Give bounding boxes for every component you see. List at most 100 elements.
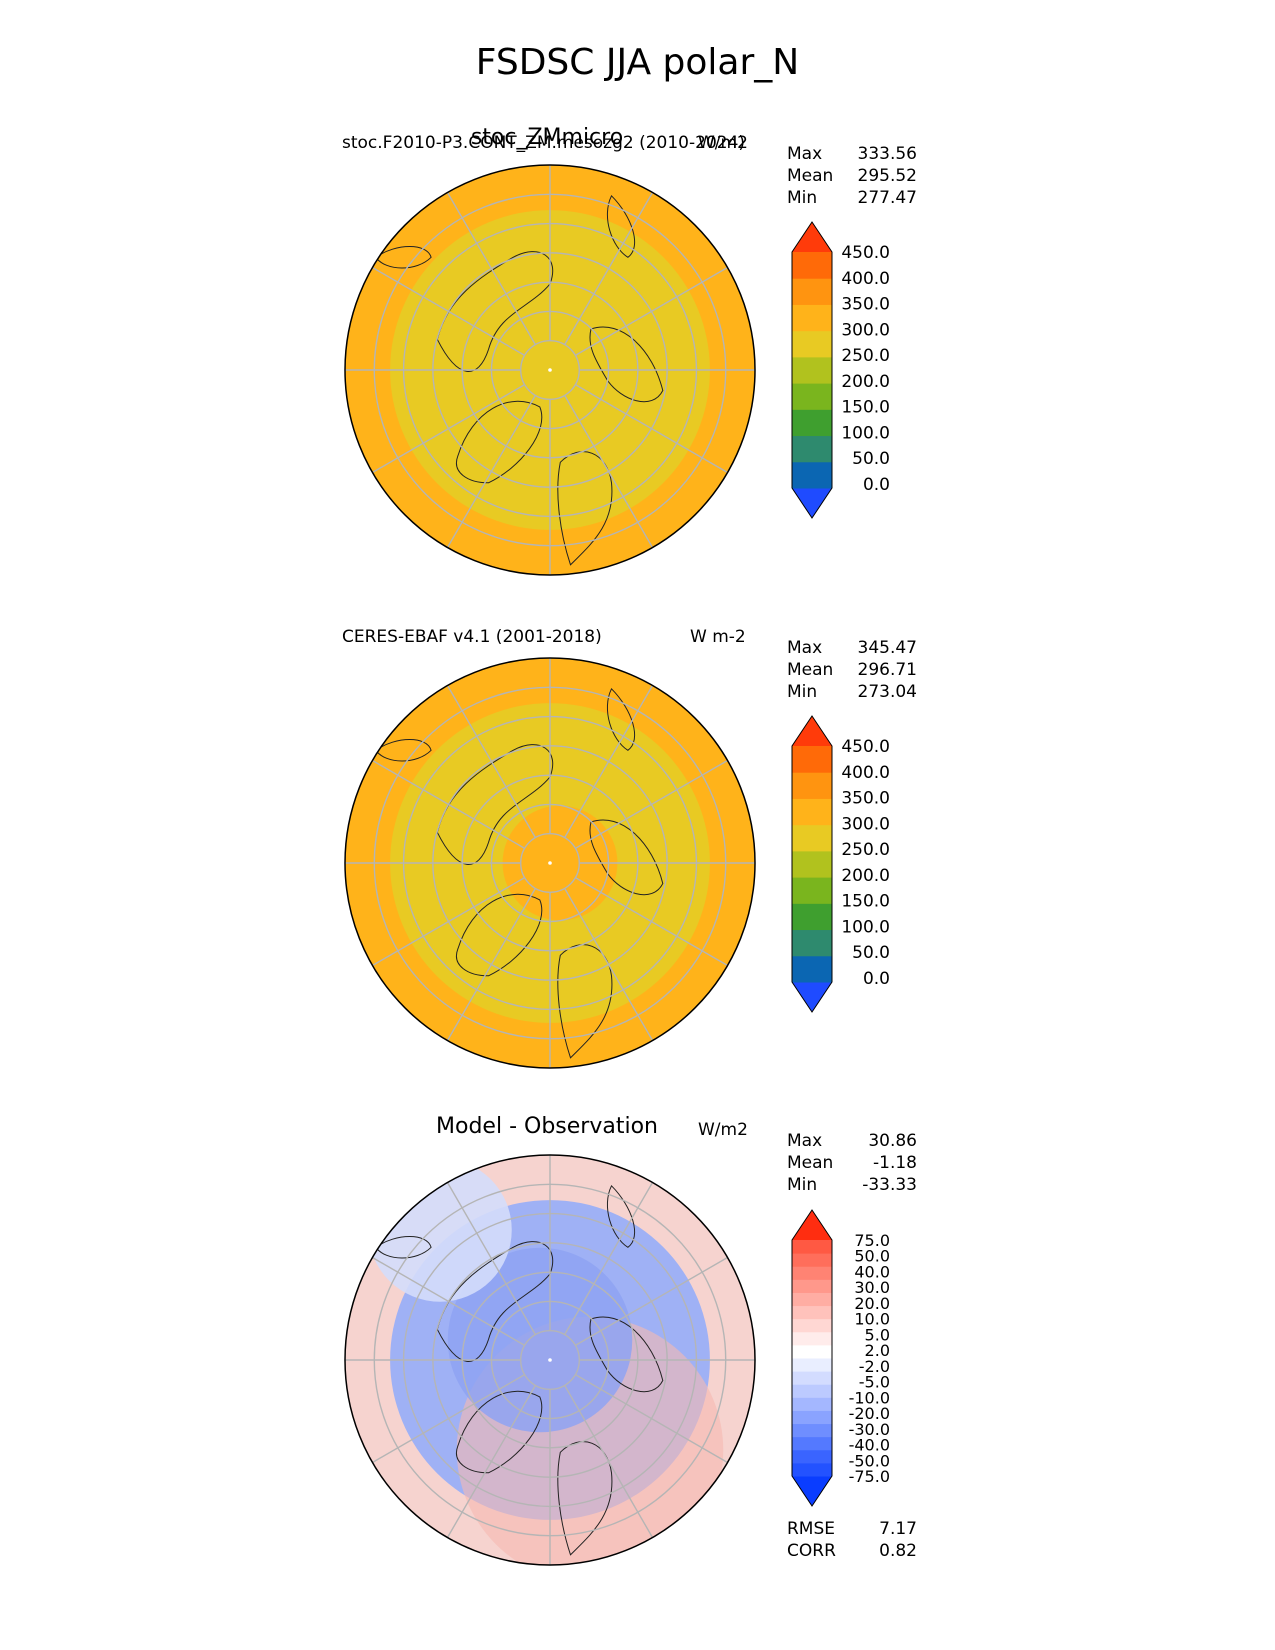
pole-marker <box>548 368 552 372</box>
map-boundary <box>344 657 756 1069</box>
colorbar-segment <box>792 1253 832 1267</box>
colorbar-segment <box>792 1279 832 1293</box>
colorbar-tick-label: -50.0 <box>849 1451 890 1470</box>
colorbar-segment <box>792 1305 832 1320</box>
panel-1-center-title: stoc_ZMmicro <box>470 125 624 150</box>
colorbar-segment <box>792 1397 832 1411</box>
colorbar-tick-label: 350.0 <box>841 295 890 315</box>
max-label: Max <box>787 144 823 164</box>
max-value: 333.56 <box>857 144 917 164</box>
coastlines <box>375 194 664 566</box>
colorbar-tick-label: -40.0 <box>849 1436 890 1455</box>
colorbar-segment <box>792 383 832 410</box>
colorbar-tick-label: 50.0 <box>852 943 890 963</box>
colorbar-tick-label: 150.0 <box>841 892 890 912</box>
coastlines <box>375 687 664 1059</box>
colorbar-segment <box>792 1358 832 1372</box>
colorbar-segment <box>792 1436 832 1451</box>
mean-value: 295.52 <box>857 166 917 186</box>
colorbar-tick-label: -2.0 <box>859 1357 890 1376</box>
colorbar-outline <box>791 221 833 519</box>
colorbar-segment <box>792 798 832 826</box>
min-label: Min <box>787 1175 818 1195</box>
colorbar-segment <box>792 850 832 878</box>
panel-3-extra-stats: RMSE 7.17 CORR 0.82 <box>787 1518 917 1562</box>
colorbar-segment <box>792 903 832 931</box>
colorbar-segment <box>792 1292 832 1307</box>
colorbar-tick-label: 30.0 <box>854 1278 890 1297</box>
min-label: Min <box>787 682 818 702</box>
max-label: Max <box>787 1131 823 1151</box>
corr-label: CORR <box>787 1541 836 1561</box>
min-value: 277.47 <box>857 188 917 208</box>
colorbar-segment <box>792 1423 832 1438</box>
colorbar-extend-max <box>792 1210 832 1240</box>
colorbar-tick-label: 50.0 <box>854 1247 890 1266</box>
panel-3-center-title: Model - Observation <box>436 1114 658 1139</box>
colorbar-tick-label: 200.0 <box>841 372 890 392</box>
colorbar-tick-label: 300.0 <box>841 320 890 340</box>
colorbar-extend-min <box>792 1476 832 1506</box>
colorbar-segment <box>792 461 832 489</box>
colorbar-segment <box>792 1462 832 1477</box>
colorbar-tick-label: 2.0 <box>865 1341 890 1360</box>
colorbar-segment <box>792 356 832 384</box>
colorbar-tick-label: 400.0 <box>841 763 890 783</box>
colorbar-segment <box>792 1449 832 1464</box>
rmse-value: 7.17 <box>879 1519 917 1539</box>
colorbar-tick-label: 350.0 <box>841 789 890 809</box>
colorbar-segment <box>792 746 832 773</box>
colorbar-tick-label: 450.0 <box>841 737 890 757</box>
mean-label: Mean <box>787 660 834 680</box>
colorbar-tick-label: 450.0 <box>841 243 890 263</box>
corr-value: 0.82 <box>879 1541 917 1561</box>
colorbar-segment <box>792 929 832 957</box>
panel-1-units: W/m2 <box>698 133 748 153</box>
colorbar-segment <box>792 772 832 799</box>
colorbar-segment <box>792 824 832 852</box>
colorbar-tick-label: 100.0 <box>841 423 890 443</box>
colorbar-tick-label: 200.0 <box>841 866 890 886</box>
colorbar-segment <box>792 1384 832 1398</box>
colorbar-segment <box>792 1266 832 1280</box>
colorbar-tick-label: -5.0 <box>859 1373 890 1392</box>
colorbar-tick-label: 250.0 <box>841 840 890 860</box>
colorbar-tick-label: 0.0 <box>863 475 890 495</box>
colorbar-tick-label: -75.0 <box>849 1467 890 1486</box>
colorbar-segment <box>792 409 832 437</box>
colorbar-tick-label: 400.0 <box>841 269 890 289</box>
map-field-negative <box>447 1247 633 1433</box>
min-value: 273.04 <box>857 682 917 702</box>
colorbar-tick-label: 75.0 <box>854 1231 890 1250</box>
colorbar-tick-label: 20.0 <box>854 1294 890 1313</box>
pole-marker <box>548 1358 552 1362</box>
colorbar-extend-min <box>792 488 832 518</box>
rmse-label: RMSE <box>787 1519 836 1539</box>
colorbar-extend-max <box>792 222 832 252</box>
colorbar-segment <box>792 252 832 279</box>
max-value: 345.47 <box>857 638 917 658</box>
map-field-pole <box>502 805 618 921</box>
colorbar-outline <box>791 715 833 1013</box>
colorbar-segment <box>792 1240 832 1254</box>
colorbar-segment <box>792 435 832 463</box>
colorbar-segment <box>792 1318 832 1333</box>
gridlines <box>345 658 755 1068</box>
colorbar-segment <box>792 1344 832 1359</box>
colorbar-outline <box>791 1209 833 1507</box>
panel-3-stats: Max 30.86 Mean -1.18 Min -33.33 <box>787 1130 917 1196</box>
colorbar-tick-label: 5.0 <box>865 1325 890 1344</box>
panel-1-left-title: stoc.F2010-P3.CONT_ZM.mesozg2 (2010-2024… <box>342 133 746 153</box>
colorbar-segment <box>792 278 832 305</box>
figure-title: FSDSC JJA polar_N <box>475 42 800 83</box>
colorbar-tick-label: 250.0 <box>841 346 890 366</box>
min-label: Min <box>787 188 818 208</box>
panel-2-left-title: CERES-EBAF v4.1 (2001-2018) <box>342 627 602 647</box>
mean-value: 296.71 <box>857 660 917 680</box>
colorbar-extend-min <box>792 982 832 1012</box>
panel-1-stats: Max 333.56 Mean 295.52 Min 277.47 <box>787 143 917 209</box>
coastlines <box>375 1184 664 1556</box>
colorbar-tick-label: -10.0 <box>849 1388 890 1407</box>
